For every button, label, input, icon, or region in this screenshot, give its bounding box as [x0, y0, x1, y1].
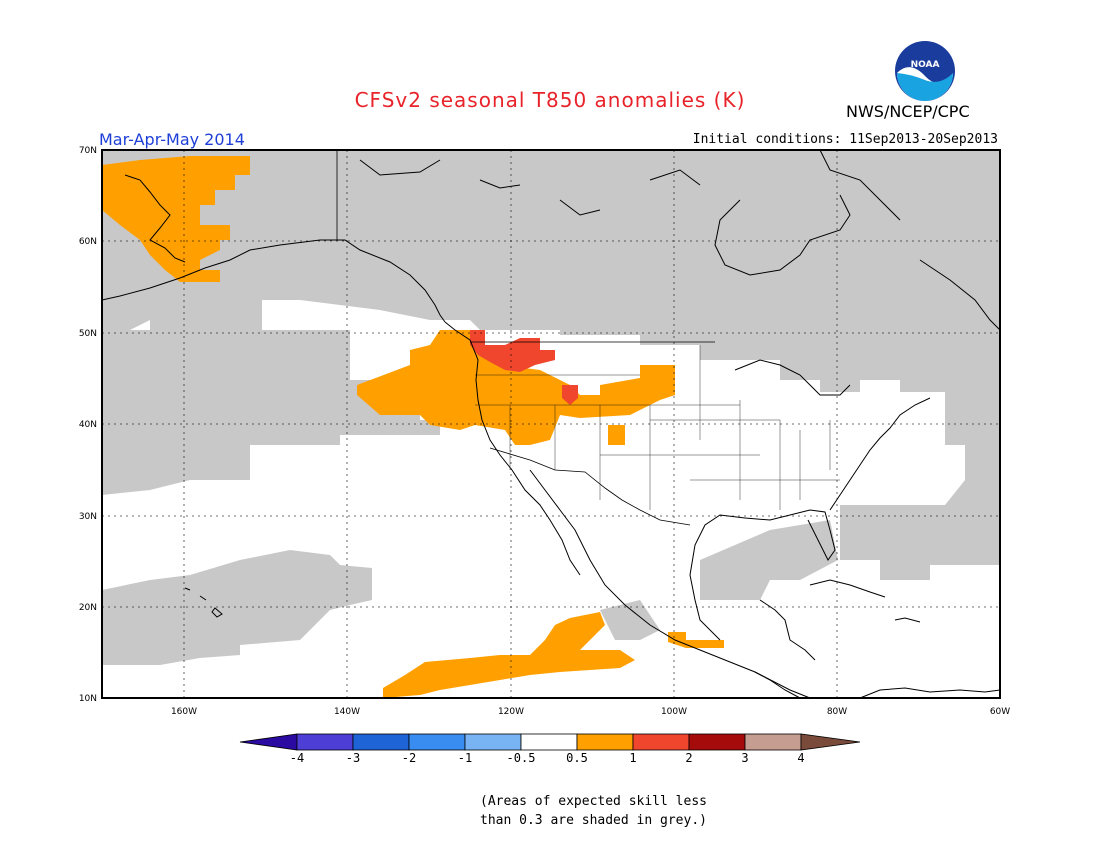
- longitude-label: 60W: [990, 707, 1010, 717]
- colorbar-swatch: [520, 733, 578, 751]
- initial-conditions-label: Initial conditions: 11Sep2013-20Sep2013: [692, 132, 998, 147]
- latitude-label: 10N: [79, 694, 97, 704]
- skill-note-line-1: (Areas of expected skill less: [480, 794, 707, 809]
- longitude-label: 160W: [171, 707, 197, 717]
- latitude-label: 30N: [79, 512, 97, 522]
- colorbar-arrow-left: [239, 733, 298, 751]
- colorbar-swatch: [464, 733, 522, 751]
- colorbar-label: -3: [345, 751, 361, 765]
- longitude-labels: 160W 140W 120W 100W 80W 60W: [171, 707, 1010, 717]
- colorbar-label: -1: [457, 751, 473, 765]
- longitude-label: 100W: [661, 707, 687, 717]
- colorbar-swatch: [296, 733, 354, 751]
- positive-anomaly-shading: [102, 156, 724, 698]
- strong-positive-anomaly-shading: [470, 330, 578, 405]
- colorbar-label: -0.5: [506, 751, 536, 765]
- longitude-label: 120W: [498, 707, 524, 717]
- colorbar-label: -2: [401, 751, 417, 765]
- colorbar-swatch: [408, 733, 466, 751]
- longitude-label: 80W: [827, 707, 847, 717]
- latitude-label: 50N: [79, 329, 97, 339]
- colorbar-label: 3: [741, 751, 749, 765]
- state-borders: [475, 345, 840, 510]
- map-frame: [101, 149, 1001, 699]
- skill-note: (Areas of expected skill less than 0.3 a…: [480, 792, 707, 830]
- colorbar-label: 1: [629, 751, 637, 765]
- colorbar-swatch: [688, 733, 746, 751]
- latitude-labels: 70N 60N 50N 40N 30N 20N 10N: [79, 146, 97, 704]
- longitude-label: 140W: [334, 707, 360, 717]
- agency-label: NWS/NCEP/CPC: [846, 102, 970, 121]
- colorbar-swatch: [744, 733, 802, 751]
- colorbar-label: 0.5: [566, 751, 588, 765]
- latitude-label: 70N: [79, 146, 97, 156]
- coastlines: [101, 149, 1001, 699]
- colorbar-label: 4: [797, 751, 805, 765]
- noaa-logo-text: NOAA: [911, 60, 940, 70]
- colorbar-swatch: [632, 733, 690, 751]
- latitude-label: 40N: [79, 420, 97, 430]
- colorbar-label: -4: [289, 751, 305, 765]
- noaa-logo: NOAA: [895, 41, 955, 101]
- colorbar-swatch: [352, 733, 410, 751]
- latitude-label: 20N: [79, 603, 97, 613]
- colorbar-swatch: [576, 733, 634, 751]
- map-title: CFSv2 seasonal T850 anomalies (K): [354, 88, 746, 112]
- latitude-label: 60N: [79, 237, 97, 247]
- colorbar-label: 2: [685, 751, 693, 765]
- season-label: Mar-Apr-May 2014: [99, 130, 245, 149]
- colorbar-arrow-right: [800, 733, 861, 751]
- skill-note-line-2: than 0.3 are shaded in grey.): [480, 813, 707, 828]
- low-skill-shading: [102, 150, 1000, 665]
